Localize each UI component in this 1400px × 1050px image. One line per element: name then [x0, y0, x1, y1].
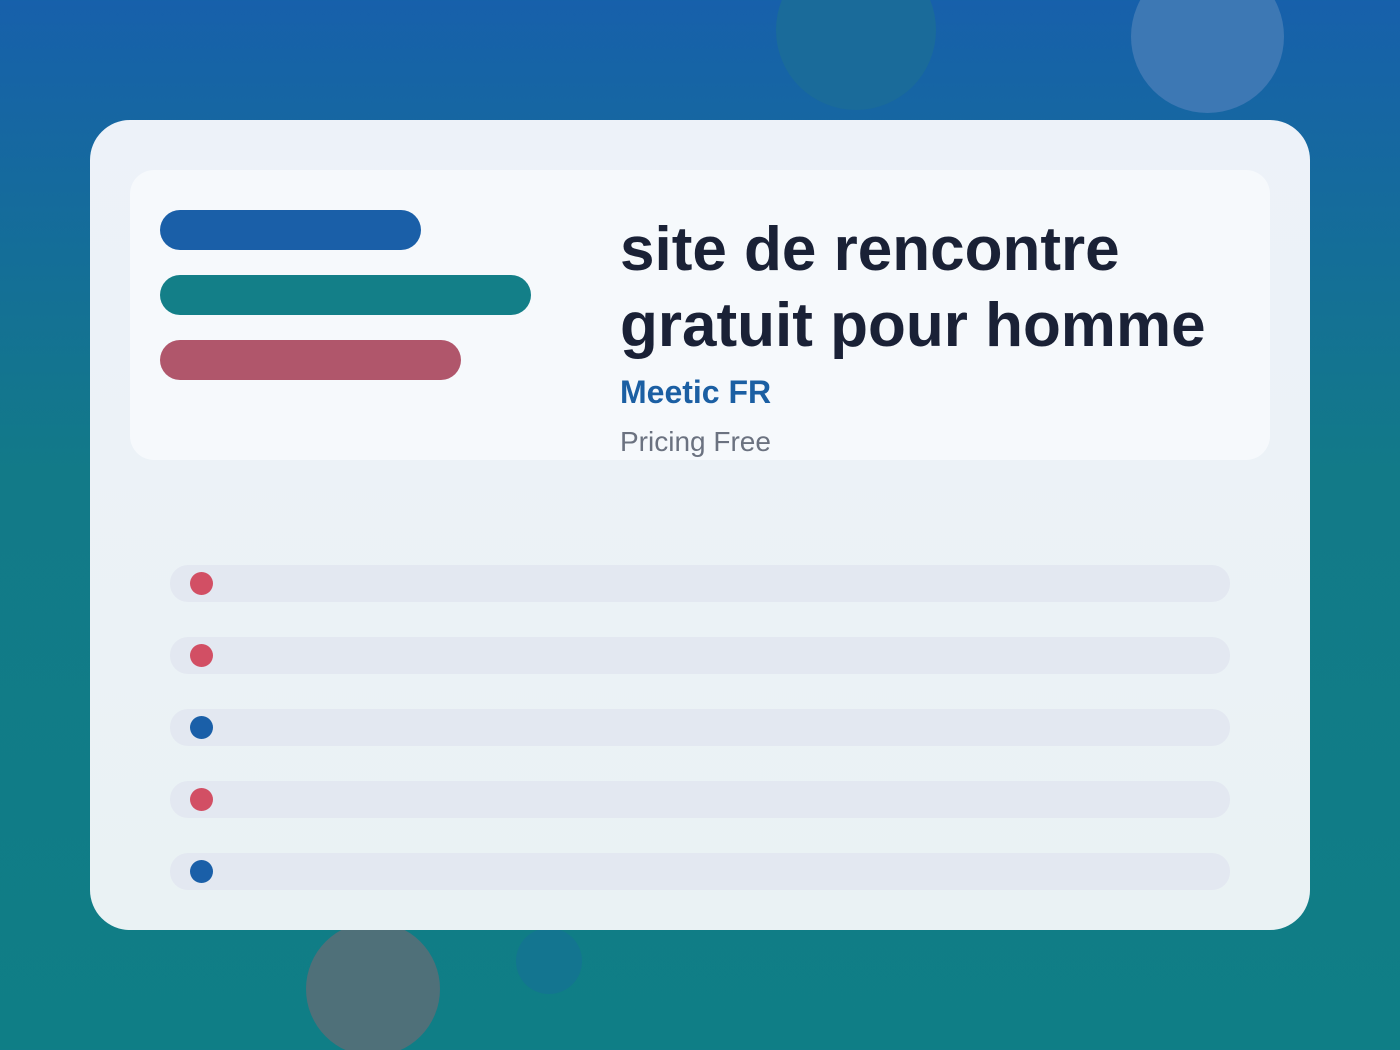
pill	[160, 275, 531, 315]
hero: site de rencontre gratuit pour homme Meet…	[130, 170, 1270, 460]
dot	[190, 860, 213, 883]
bubble	[306, 922, 440, 1050]
pricing: Pricing Free	[620, 426, 771, 457]
bubble	[776, 0, 936, 110]
title-line: site de rencontre	[620, 215, 1120, 284]
row	[170, 709, 1230, 746]
row	[170, 637, 1230, 674]
title-line: gratuit pour homme	[620, 291, 1206, 360]
dot	[190, 788, 213, 811]
bubble	[1131, 0, 1284, 113]
card: site de rencontre gratuit pour homme Meet…	[90, 120, 1310, 930]
bubble	[516, 928, 582, 994]
dot	[190, 572, 213, 595]
pill	[160, 210, 421, 250]
dot	[190, 716, 213, 739]
brand: Meetic FR	[620, 374, 772, 410]
row	[170, 853, 1230, 890]
row	[170, 565, 1230, 602]
title: site de rencontre gratuit pour homme	[620, 212, 1206, 364]
row	[170, 781, 1230, 818]
pill	[160, 340, 461, 380]
dot	[190, 644, 213, 667]
